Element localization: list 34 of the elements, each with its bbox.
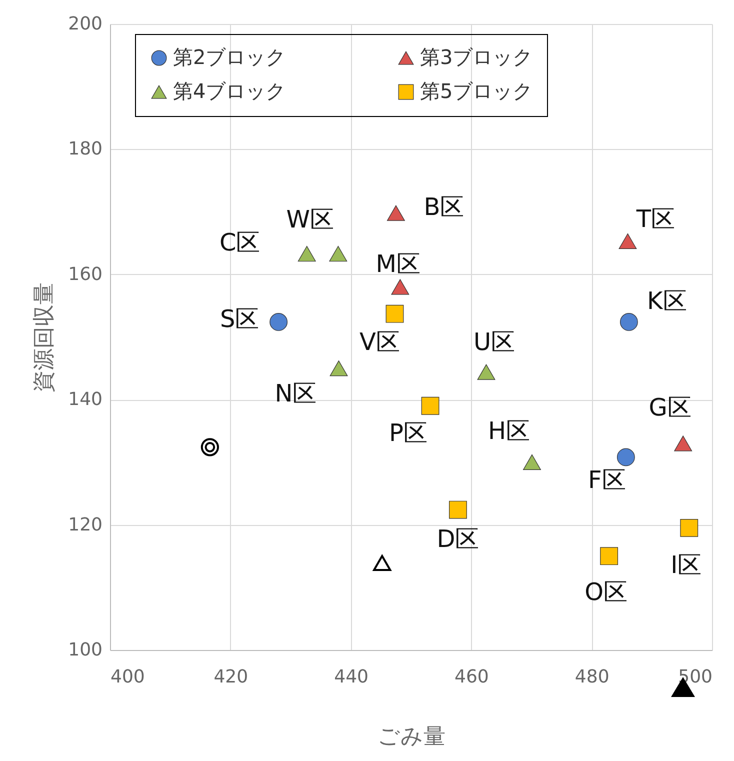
x-tick-label: 480 — [574, 666, 610, 688]
annotation: B区 — [424, 193, 464, 222]
x-tick-label: 440 — [334, 666, 368, 688]
y-tick-label: 180 — [68, 138, 102, 160]
annotation: I区 — [670, 550, 702, 579]
annotation: O区 — [584, 578, 628, 606]
legend-label: 第3ブロック — [420, 45, 533, 69]
x-tick-label: 420 — [214, 666, 248, 688]
y-tick-label: 200 — [68, 14, 102, 34]
annotation: F区 — [588, 466, 626, 494]
annotation: C区 — [219, 228, 260, 257]
x-tick-label: 460 — [454, 666, 489, 688]
x-axis-title: ごみ量 — [378, 724, 446, 750]
legend-label: 第4ブロック — [173, 79, 286, 103]
y-tick-label: 100 — [68, 640, 102, 660]
legend-label: 第2ブロック — [173, 45, 286, 69]
y-tick-label: 140 — [68, 389, 102, 410]
annotation: D区 — [436, 524, 480, 553]
annotation: V区 — [360, 328, 400, 356]
annotation: K区 — [647, 286, 687, 315]
annotation: M区 — [376, 250, 421, 278]
annotation: H区 — [488, 417, 530, 446]
annotation: T区 — [635, 205, 676, 234]
legend-label: 第5ブロック — [420, 79, 533, 103]
y-axis-title: 資源回収量 — [32, 282, 58, 392]
annotation: P区 — [389, 418, 428, 447]
x-tick-label: 400 — [110, 666, 145, 688]
annotation: W区 — [286, 206, 334, 234]
annotation: N区 — [274, 379, 317, 408]
annotation: G区 — [648, 393, 692, 422]
y-tick-label: 160 — [68, 264, 102, 285]
y-tick-label: 120 — [68, 514, 102, 536]
annotation: S区 — [220, 304, 260, 333]
annotation: U区 — [473, 328, 516, 356]
